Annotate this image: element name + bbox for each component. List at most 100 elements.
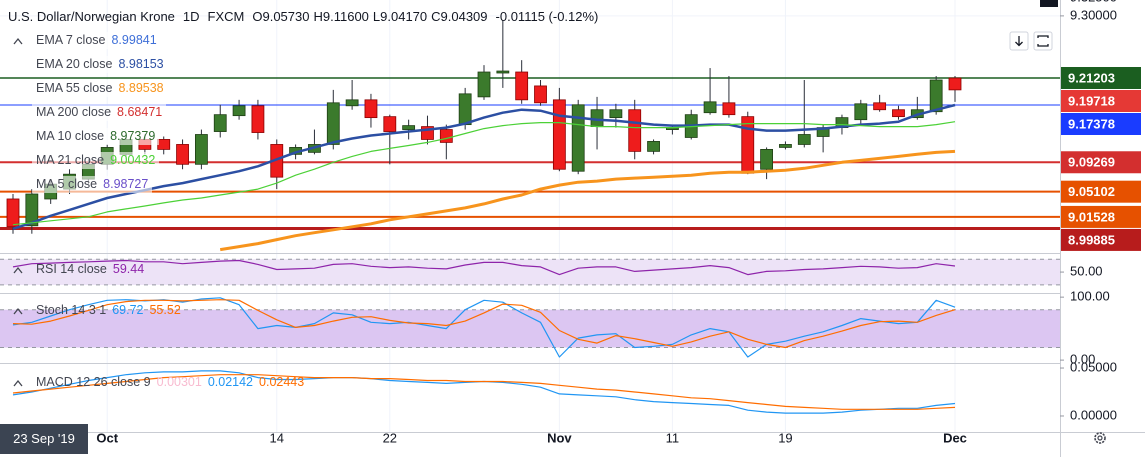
legend-toggle[interactable] [13,307,23,315]
price-label-box [1061,66,1141,89]
cursor-date: 23 Sep '19 [0,424,88,454]
legend-value: 8.97379 [110,129,156,143]
y-tick-label: 9.32500 [1070,0,1117,5]
indicator-line [219,149,956,252]
candle-body [892,109,905,118]
legend-row: EMA 7 close 8.99841 [32,32,161,49]
legend-value: 9.00432 [110,153,156,167]
settings-button[interactable] [1094,432,1106,444]
x-tick-label: Oct [96,430,118,445]
legend-value: 0.02142 [207,375,254,389]
price-label: 9.19718 [1068,93,1115,108]
price-label-box [1061,228,1141,251]
candle-body [515,71,529,101]
legend-name: EMA 7 close [36,33,106,47]
candle-body [760,149,773,170]
legend-title: RSI 14 close [36,262,107,276]
x-tick-label: 14 [270,430,284,445]
legend-title: Stoch 14 3 1 [36,303,107,317]
legend-toggle[interactable] [13,379,23,387]
legend-value: 8.68471 [117,105,163,119]
price-label-box [1061,205,1141,228]
legend-toggle[interactable] [13,37,23,45]
candle-body [854,103,868,121]
candle-body [534,85,547,104]
legend-value: 8.98153 [118,57,164,71]
axis: 9.32500 9.30000 9.21203 9.19718 9.17378 9.092… [96,0,1141,445]
price-label: 9.09269 [1068,155,1115,170]
candle-body [6,198,20,228]
candle-body [948,77,962,91]
x-tick-label: Nov [547,430,572,445]
price-label-box [1061,112,1141,135]
candle-body [157,139,171,150]
legend-name: MA 200 close [36,105,112,119]
candle-body [647,141,660,152]
bands [0,258,1060,349]
indicator-line [12,299,956,349]
download-icon[interactable] [1015,36,1023,47]
marks [6,20,962,414]
legend-value: 8.99841 [111,33,157,47]
price-label: 9.17378 [1068,116,1115,131]
candle-body [609,109,623,119]
legend-value: 0.02443 [259,375,305,389]
legend-name: MA 21 close [36,153,105,167]
x-tick-label: Dec [943,430,967,445]
interval: 1D [182,9,200,24]
candle-body [797,134,811,145]
fullscreen-icon[interactable] [1037,35,1049,47]
ohlc-value: C9.04309 [431,9,488,24]
legend-title: MACD 12 26 close 9 [36,375,151,389]
candle-body [741,116,755,174]
price-label: 9.01528 [1068,209,1115,224]
candle-body [477,71,491,98]
download-button[interactable] [1009,31,1029,51]
candle-body [251,105,265,133]
candle-body [326,102,340,145]
source: FXCM [207,9,245,24]
candle-body [25,193,39,227]
y-tick-label: 0.00000 [1070,407,1117,422]
legend-name: MA 5 close [36,177,98,191]
legend-toggle[interactable] [13,266,23,274]
candle-body [439,129,453,143]
x-tick-label: 22 [383,430,397,445]
candle-body [345,99,359,107]
ohlc-value: O9.05730 [252,9,310,24]
scale-button[interactable] [1040,0,1058,7]
candle-body [232,105,246,117]
y-tick-label: 0.00 [1070,352,1095,367]
legend-row: Stoch 14 3 1 69.72 55.52 [32,302,185,319]
legend-row: MA 21 close 9.00432 [32,152,160,169]
candle-body [458,93,472,126]
price-label-box [1061,89,1141,112]
candle-body [628,109,642,152]
legend-row: MACD 12 26 close 9 0.00301 0.02142 0.02443 [32,374,308,391]
change: -0.01115 (-0.12%) [495,9,599,24]
legend-value: 8.89538 [118,81,164,95]
legend-name: EMA 20 close [36,57,113,71]
legend-row: MA 10 close 8.97379 [32,128,160,145]
fullscreen-button[interactable] [1033,31,1053,51]
candle-body [722,102,736,116]
indicator-line [12,121,956,226]
candle-body [552,99,566,170]
legend-row: RSI 14 close 59.44 [32,261,148,278]
y-tick-label: 0.05000 [1070,359,1117,374]
legend-name: EMA 55 close [36,81,113,95]
y-tick-label: 50.00 [1070,264,1103,279]
indicator-line [12,374,956,410]
gear-hub[interactable] [1097,435,1103,441]
y-tick-label: 100.00 [1070,289,1110,304]
gear-icon[interactable] [1094,432,1106,444]
legend-row: MA 200 close 8.68471 [32,104,167,121]
candle-body [703,101,717,114]
indicator-line [12,103,956,230]
y-tick-label: 9.30000 [1070,7,1117,22]
candle-body [383,116,397,132]
button-frame[interactable] [1033,31,1053,51]
x-tick-label: 19 [778,430,792,445]
candle-body [873,102,887,111]
